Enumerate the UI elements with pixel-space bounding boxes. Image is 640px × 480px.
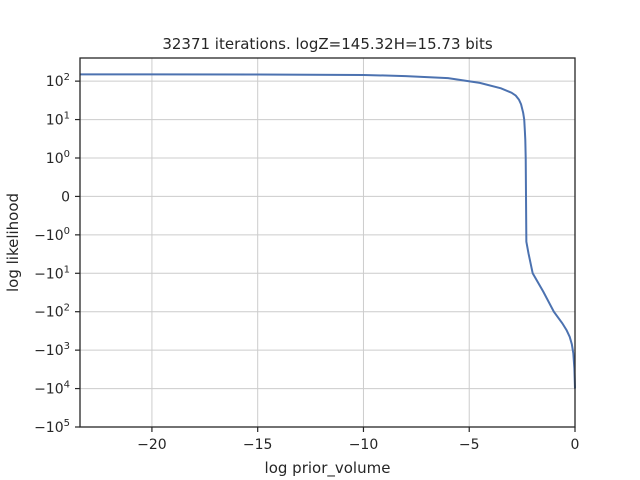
y-tick-label: −101 — [34, 264, 70, 282]
y-tick-label: −102 — [34, 303, 70, 321]
x-axis-label: log prior_volume — [265, 459, 391, 478]
y-tick-label: −105 — [34, 418, 70, 436]
x-tick-label: −20 — [137, 437, 167, 453]
y-tick-label: 102 — [46, 72, 70, 90]
y-tick-label: −103 — [34, 341, 70, 359]
x-tick-label: −15 — [243, 437, 273, 453]
y-tick-label: 101 — [46, 111, 70, 129]
grid-lines — [80, 58, 576, 428]
y-tick-label: 0 — [61, 189, 70, 205]
y-tick-label: −104 — [34, 380, 70, 398]
plot-frame — [79, 57, 576, 428]
y-tick-label: 100 — [46, 149, 70, 167]
y-axis-label: log likelihood — [4, 193, 22, 292]
x-tick-label: 0 — [571, 437, 580, 453]
y-tick-label: −100 — [34, 226, 70, 244]
axis-ticks: −20 −15 −10 −5 0 102 101 100 0 −100 −101 −102 −103 −1… — [34, 72, 579, 453]
x-tick-label: −5 — [459, 437, 480, 453]
x-tick-label: −10 — [349, 437, 379, 453]
series-line — [80, 73, 576, 389]
chart-title: 32371 iterations. logZ=145.32H=15.73 bit… — [162, 35, 493, 53]
